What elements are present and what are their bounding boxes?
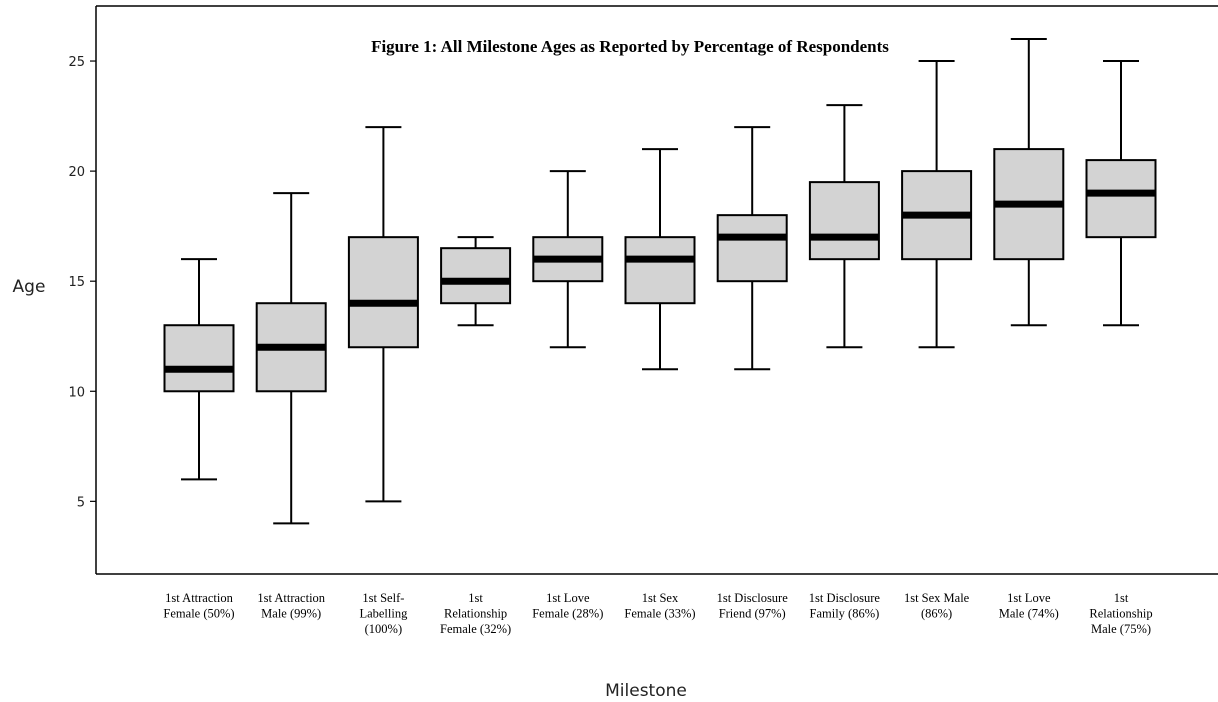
x-category-label: 1st Attraction Female (50%) bbox=[163, 591, 234, 621]
iqr-box bbox=[347, 236, 419, 349]
x-category-label: 1st Attraction Male (99%) bbox=[257, 591, 325, 621]
box-plot-item bbox=[716, 126, 788, 371]
iqr-box bbox=[1085, 159, 1157, 239]
y-tick-label: 10 bbox=[68, 385, 85, 400]
x-category-label: 1st Sex Female (33%) bbox=[624, 591, 695, 621]
x-category-label: 1st Sex Male (86%) bbox=[904, 591, 970, 621]
x-axis-label: Milestone bbox=[605, 681, 687, 701]
box-plot-item bbox=[624, 148, 696, 371]
x-category-label: 1st Relationship Male (75%) bbox=[1089, 591, 1152, 636]
box-plot-item bbox=[347, 126, 419, 503]
x-category-label: 1st Disclosure Family (86%) bbox=[809, 591, 881, 621]
box-plot-item bbox=[808, 104, 880, 349]
box-plot-item bbox=[901, 60, 973, 349]
iqr-box bbox=[163, 324, 235, 393]
box-plot-item bbox=[440, 236, 512, 327]
y-tick-label: 15 bbox=[68, 275, 85, 290]
x-category-label: 1st Love Female (28%) bbox=[532, 591, 603, 621]
y-axis-ticks: 5 10 15 20 25 bbox=[68, 55, 96, 510]
y-tick-label: 20 bbox=[68, 165, 85, 180]
box-plot-item bbox=[255, 192, 327, 525]
iqr-box bbox=[624, 236, 696, 305]
iqr-box bbox=[808, 181, 880, 261]
x-category-label: 1st Relationship Female (32%) bbox=[440, 591, 511, 636]
box-plot-item bbox=[993, 38, 1065, 327]
x-axis-categories: 1st Attraction Female (50%) 1st Attraction… bbox=[163, 591, 1152, 636]
x-category-label: 1st Love Male (74%) bbox=[999, 591, 1059, 621]
y-tick-label: 25 bbox=[68, 55, 85, 70]
x-category-label: 1st Disclosure Friend (97%) bbox=[717, 591, 789, 621]
iqr-box bbox=[440, 247, 512, 305]
y-axis-label: Age bbox=[13, 277, 46, 297]
box-plot-item bbox=[532, 170, 604, 349]
x-category-label: 1st Self-Labelling (100%) bbox=[359, 591, 408, 636]
box-plot-item bbox=[1085, 60, 1157, 327]
y-tick-label: 5 bbox=[77, 495, 85, 510]
plot-area bbox=[95, 5, 1218, 575]
box-plot-item bbox=[163, 258, 235, 481]
box-series bbox=[163, 38, 1157, 525]
chart-title: Figure 1: All Milestone Ages as Reported… bbox=[371, 37, 889, 56]
iqr-box bbox=[716, 214, 788, 283]
